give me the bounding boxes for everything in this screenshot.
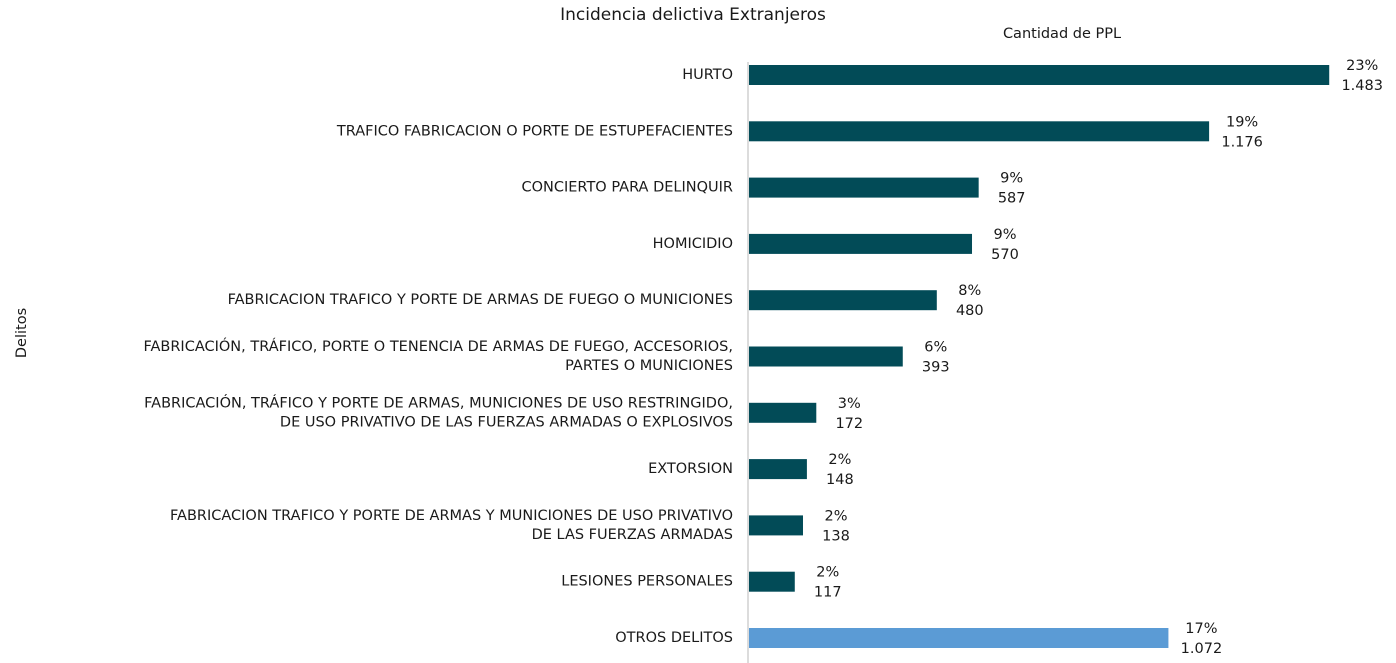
category-label: FABRICACIÓN, TRÁFICO, PORTE O TENENCIA D… xyxy=(143,337,733,355)
bar xyxy=(749,121,1210,142)
bar xyxy=(749,628,1169,648)
category-label: DE USO PRIVATIVO DE LAS FUERZAS ARMADAS … xyxy=(280,414,733,430)
share-label: 6% xyxy=(924,340,947,356)
share-label: 2% xyxy=(824,508,847,524)
category-label: PARTES O MUNICIONES xyxy=(565,358,733,374)
share-label: 8% xyxy=(958,283,981,299)
category-label: DE LAS FUERZAS ARMADAS xyxy=(532,527,733,543)
bar xyxy=(749,233,973,254)
share-label: 19% xyxy=(1226,114,1258,130)
x-axis-label: Cantidad de PPL xyxy=(1003,26,1121,42)
share-label: 2% xyxy=(816,565,839,581)
category-label: LESIONES PERSONALES xyxy=(561,574,733,590)
bar xyxy=(749,402,817,423)
value-label: 172 xyxy=(835,416,863,432)
value-label: 480 xyxy=(956,303,984,319)
bar xyxy=(749,459,807,480)
value-label: 393 xyxy=(922,360,950,376)
bar xyxy=(749,290,937,311)
category-label: FABRICACION TRAFICO Y PORTE DE ARMAS DE … xyxy=(228,292,733,308)
share-label: 17% xyxy=(1185,621,1217,637)
category-label: FABRICACIÓN, TRÁFICO Y PORTE DE ARMAS, M… xyxy=(144,393,733,411)
chart-title: Incidencia delictiva Extranjeros xyxy=(560,5,826,25)
share-label: 9% xyxy=(994,227,1017,243)
category-label: CONCIERTO PARA DELINQUIR xyxy=(521,180,733,196)
category-label: EXTORSION xyxy=(648,461,733,477)
category-label: OTROS DELITOS xyxy=(615,630,733,646)
share-label: 9% xyxy=(1000,171,1023,187)
value-label: 1.072 xyxy=(1181,641,1223,657)
value-label: 570 xyxy=(991,247,1019,263)
bar xyxy=(749,177,979,198)
bar xyxy=(749,65,1330,85)
category-label: HURTO xyxy=(682,67,733,83)
value-label: 587 xyxy=(998,191,1026,207)
bar xyxy=(749,346,903,367)
value-label: 148 xyxy=(826,472,854,488)
bar xyxy=(749,515,803,536)
category-label: TRAFICO FABRICACION O PORTE DE ESTUPEFAC… xyxy=(336,123,733,139)
category-label: HOMICIDIO xyxy=(653,236,733,252)
value-label: 1.176 xyxy=(1221,134,1263,150)
share-label: 3% xyxy=(838,396,861,412)
share-label: 23% xyxy=(1346,58,1378,74)
y-axis-label: Delitos xyxy=(14,308,30,358)
value-label: 138 xyxy=(822,528,850,544)
category-label: FABRICACION TRAFICO Y PORTE DE ARMAS Y M… xyxy=(170,508,733,524)
value-label: 117 xyxy=(814,585,842,601)
share-label: 2% xyxy=(828,452,851,468)
bar xyxy=(749,571,795,592)
value-label: 1.483 xyxy=(1341,78,1383,94)
